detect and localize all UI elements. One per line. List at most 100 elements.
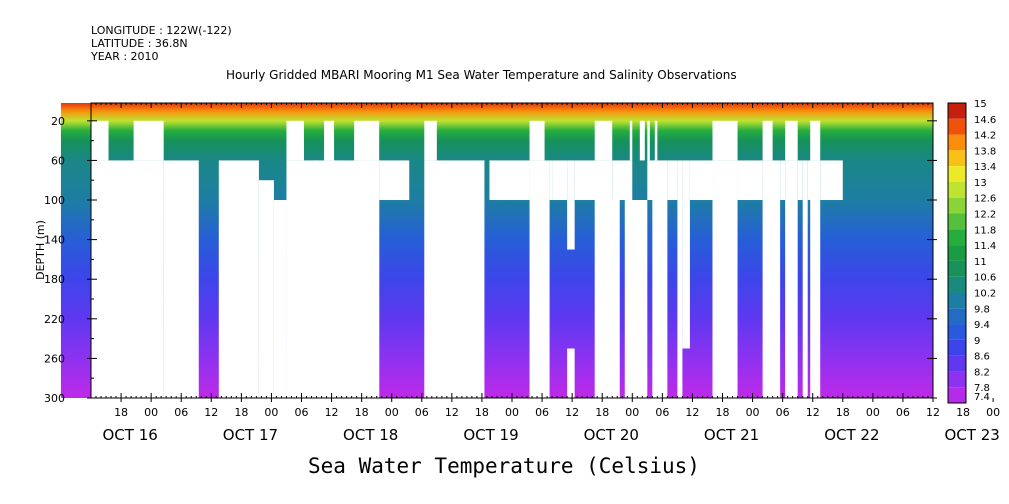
missing-data-block bbox=[91, 120, 109, 161]
colorbar-label: 15 bbox=[974, 99, 987, 110]
x-hour-label: 06 bbox=[174, 406, 188, 419]
missing-data-block bbox=[218, 160, 259, 398]
missing-data-block bbox=[133, 120, 164, 161]
missing-data-block bbox=[682, 160, 690, 349]
colorbar-frame bbox=[947, 102, 967, 404]
colorbar-segment bbox=[948, 308, 966, 325]
x-hour-label: 12 bbox=[685, 406, 699, 419]
x-hour-label: 12 bbox=[325, 406, 339, 419]
missing-data-block bbox=[424, 120, 437, 161]
missing-data-block bbox=[785, 160, 798, 398]
x-day-label: OCT 21 bbox=[704, 426, 759, 444]
x-hour-label: 18 bbox=[234, 406, 248, 419]
missing-data-block bbox=[314, 160, 317, 181]
colorbar-label: 10.6 bbox=[974, 273, 996, 284]
x-hour-label: 18 bbox=[595, 406, 609, 419]
missing-data-block bbox=[802, 160, 808, 398]
x-hour-label: 18 bbox=[114, 406, 128, 419]
missing-data-block bbox=[324, 120, 335, 161]
x-hour-label: 06 bbox=[535, 406, 549, 419]
longitude-label: LONGITUDE : 122W(-122) bbox=[91, 24, 232, 37]
missing-data-block bbox=[762, 160, 781, 201]
y-tick-label: 220 bbox=[44, 313, 65, 326]
x-hour-label: 18 bbox=[355, 406, 369, 419]
colorbar-label: 9.4 bbox=[974, 320, 990, 331]
x-hour-label: 06 bbox=[655, 406, 669, 419]
year-label: YEAR : 2010 bbox=[91, 50, 159, 63]
colorbar-segment bbox=[948, 166, 966, 182]
missing-data-block bbox=[652, 200, 668, 398]
missing-data-block bbox=[567, 348, 575, 398]
missing-data-block bbox=[762, 200, 781, 398]
y-tick-label: 60 bbox=[51, 154, 65, 167]
y-tick-label: 20 bbox=[51, 115, 65, 128]
y-tick-label: 140 bbox=[44, 234, 65, 247]
colorbar-label: 11.8 bbox=[974, 225, 996, 236]
x-hour-label: 12 bbox=[565, 406, 579, 419]
colorbar-label: 14.2 bbox=[974, 131, 996, 142]
colorbar-label: 13 bbox=[974, 178, 987, 189]
colorbar-segment bbox=[948, 103, 966, 119]
missing-data-block bbox=[810, 200, 821, 398]
colorbar-segment bbox=[948, 134, 966, 151]
x-hour-label: 18 bbox=[716, 406, 730, 419]
missing-data-block bbox=[356, 160, 380, 398]
missing-data-block bbox=[654, 120, 658, 161]
x-hour-label: 00 bbox=[144, 406, 158, 419]
missing-data-block bbox=[574, 160, 613, 201]
x-hour-label: 06 bbox=[415, 406, 429, 419]
missing-data-block bbox=[624, 200, 648, 398]
colorbar-segment bbox=[948, 324, 966, 340]
missing-data-block bbox=[677, 160, 683, 398]
missing-data-block bbox=[820, 160, 843, 201]
x-day-label: OCT 20 bbox=[584, 426, 639, 444]
missing-data-block bbox=[807, 160, 821, 201]
x-hour-label: 00 bbox=[746, 406, 760, 419]
missing-data-block bbox=[810, 120, 821, 161]
colorbar-label: 12.2 bbox=[974, 210, 996, 221]
missing-data-block bbox=[797, 160, 803, 201]
missing-data-block bbox=[737, 160, 763, 201]
missing-data-block bbox=[552, 160, 568, 201]
x-hour-label: 00 bbox=[385, 406, 399, 419]
missing-data-block bbox=[629, 120, 633, 161]
missing-data-block bbox=[712, 120, 738, 161]
missing-data-block bbox=[286, 120, 305, 161]
x-hour-label: 12 bbox=[806, 406, 820, 419]
colorbar-label: 11.4 bbox=[974, 241, 996, 252]
colorbar-segment bbox=[948, 292, 966, 309]
colorbar-label: 8.6 bbox=[974, 352, 990, 363]
colorbar-segment bbox=[948, 150, 966, 167]
x-hour-label: 00 bbox=[505, 406, 519, 419]
colorbar-label: 7.8 bbox=[974, 383, 990, 394]
colorbar-segment bbox=[948, 197, 966, 214]
x-hour-label: 06 bbox=[295, 406, 309, 419]
colorbar-segment bbox=[948, 276, 966, 293]
colorbar-segment bbox=[948, 181, 966, 198]
x-day-label: OCT 18 bbox=[343, 426, 398, 444]
x-hour-label: 12 bbox=[445, 406, 459, 419]
colorbar-label: 11 bbox=[974, 257, 987, 268]
missing-data-block bbox=[331, 160, 337, 201]
missing-data-block bbox=[612, 160, 633, 201]
missing-data-block bbox=[667, 160, 678, 201]
colorbar-label: 10.2 bbox=[974, 288, 996, 299]
x-day-label: OCT 16 bbox=[102, 426, 157, 444]
missing-data-block bbox=[424, 160, 485, 398]
missing-data-block bbox=[780, 160, 786, 201]
colorbar-segment bbox=[948, 355, 966, 372]
x-hour-label: 00 bbox=[625, 406, 639, 419]
x-day-label: OCT 23 bbox=[944, 426, 999, 444]
colorbar-label: 9.8 bbox=[974, 304, 990, 315]
colorbar-segment bbox=[948, 260, 966, 277]
missing-data-block bbox=[594, 120, 613, 161]
missing-data-block bbox=[785, 120, 798, 161]
missing-data-block bbox=[517, 160, 530, 201]
chart-title: Hourly Gridded MBARI Mooring M1 Sea Wate… bbox=[226, 68, 737, 82]
missing-data-block bbox=[339, 160, 342, 201]
colorbar-segment bbox=[948, 339, 966, 356]
x-hour-label: 00 bbox=[264, 406, 278, 419]
latitude-label: LATITUDE : 36.8N bbox=[91, 37, 188, 50]
colorbar-label: 7.4 bbox=[974, 392, 990, 403]
missing-data-block bbox=[354, 120, 380, 161]
